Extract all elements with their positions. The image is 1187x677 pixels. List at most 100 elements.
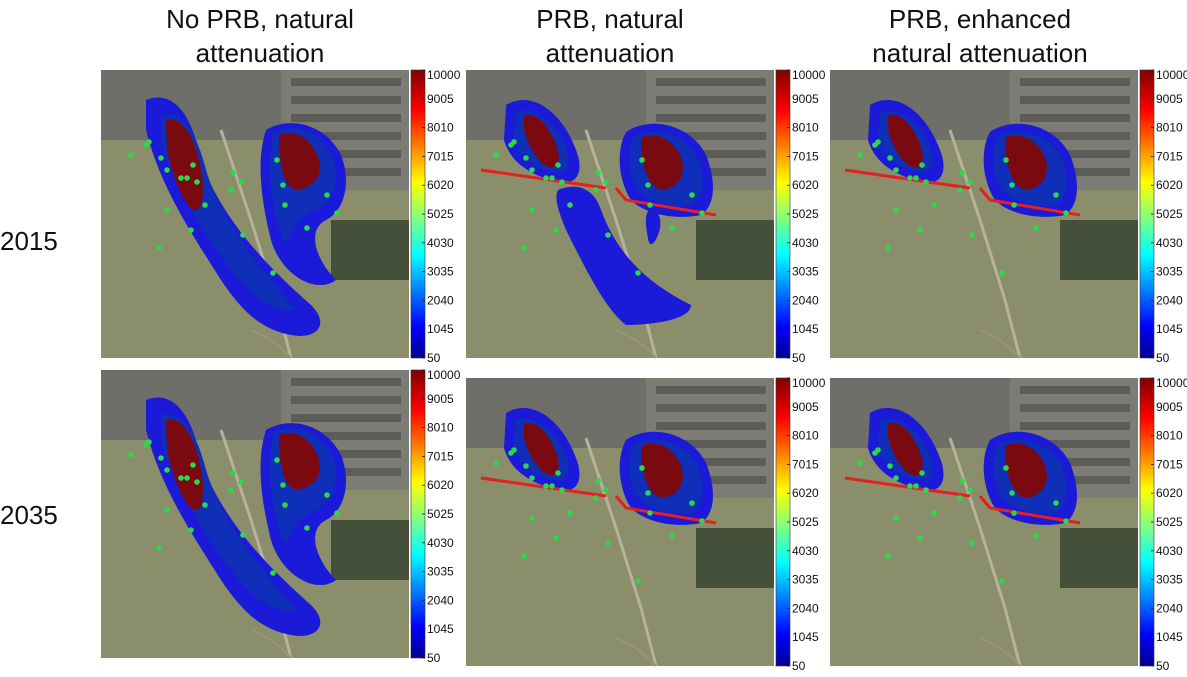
building-row (1020, 386, 1130, 394)
monitoring-well (645, 182, 651, 188)
east-plume-core (641, 135, 683, 190)
monitoring-well (158, 455, 164, 461)
monitoring-well (553, 535, 559, 541)
colorbar-tick-label: 5025 (1156, 515, 1183, 529)
monitoring-well (190, 162, 196, 168)
building-row (656, 132, 766, 140)
footpath-bend (615, 637, 657, 667)
colorbar-tick-label: 2040 (792, 601, 819, 615)
monitoring-well (543, 175, 549, 181)
monitoring-well (190, 462, 196, 468)
monitoring-well (184, 175, 190, 181)
monitoring-well (508, 142, 514, 148)
monitoring-well (304, 525, 310, 531)
building-row (291, 114, 401, 122)
monitoring-well (164, 507, 170, 513)
row-label-2015: 2015 (0, 226, 58, 256)
monitoring-well (957, 187, 963, 193)
monitoring-well (959, 170, 965, 176)
monitoring-well (158, 155, 164, 161)
map-panel: 10000 9005 8010 7015 6020 5025 4030 3035 2040 104… (830, 68, 1187, 365)
colorbar-tick-label: 8010 (1156, 429, 1183, 443)
monitoring-well (567, 510, 573, 516)
monitoring-well (1053, 192, 1059, 198)
monitoring-well (549, 175, 555, 181)
building-row (291, 168, 401, 176)
colorbar-tick-label: 50 (1156, 351, 1170, 365)
footpath-bend (979, 329, 1021, 359)
colorbar-tick-label: 3035 (1156, 265, 1183, 279)
monitoring-well (493, 460, 499, 466)
monitoring-well (699, 518, 705, 524)
colorbar-tick-label: 7015 (1156, 457, 1183, 471)
monitoring-well (1003, 157, 1009, 163)
monitoring-well (521, 553, 527, 559)
colorbar-tick-label: 7015 (427, 449, 454, 463)
monitoring-well (280, 182, 286, 188)
monitoring-well (885, 245, 891, 251)
building-row (656, 386, 766, 394)
monitoring-well (230, 170, 236, 176)
colorbar-tick-label: 6020 (427, 478, 454, 492)
building-row (1020, 404, 1130, 412)
monitoring-well (270, 270, 276, 276)
monitoring-well (635, 578, 641, 584)
row-label-2035: 2035 (0, 500, 58, 530)
building-row (656, 440, 766, 448)
colorbar-tick-label: 4030 (427, 236, 454, 250)
column-title-1: No PRB, natural attenuation (110, 2, 410, 70)
map-panel: 10000 9005 8010 7015 6020 5025 4030 3035 2040 104… (101, 68, 461, 365)
west-plume-core (888, 114, 923, 168)
monitoring-well (645, 490, 651, 496)
building-row (656, 150, 766, 158)
building-row (291, 468, 401, 476)
tree-patch (331, 220, 409, 280)
monitoring-well (493, 152, 499, 158)
monitoring-well (555, 162, 561, 168)
footpath (584, 437, 658, 667)
colorbar-tick-label: 2040 (427, 293, 454, 307)
monitoring-well (1009, 182, 1015, 188)
monitoring-well (923, 179, 929, 185)
monitoring-well (228, 187, 234, 193)
monitoring-well (188, 227, 194, 233)
monitoring-well (508, 450, 514, 456)
colorbar-tick-label: 8010 (1156, 121, 1183, 135)
monitoring-well (143, 442, 149, 448)
monitoring-well (1063, 518, 1069, 524)
building-row (291, 96, 401, 104)
monitoring-well (228, 487, 234, 493)
west-plume-core (888, 422, 923, 476)
map-panel: 10000 9005 8010 7015 6020 5025 4030 3035 2040 104… (830, 376, 1187, 673)
monitoring-well (559, 179, 565, 185)
monitoring-well (969, 540, 975, 546)
monitoring-well (555, 470, 561, 476)
monitoring-well (689, 500, 695, 506)
colorbar-tick-label: 5025 (1156, 207, 1183, 221)
west-plume-core (166, 119, 204, 210)
building-row (1020, 132, 1130, 140)
colorbar-tick-label: 1045 (1156, 322, 1183, 336)
colorbar-tick-label: 9005 (1156, 400, 1183, 414)
column-title-2: PRB, natural attenuation (460, 2, 760, 70)
monitoring-well (647, 510, 653, 516)
building-row (656, 114, 766, 122)
monitoring-well (917, 535, 923, 541)
monitoring-well (999, 270, 1005, 276)
building-row (656, 78, 766, 86)
colorbar-tick-label: 50 (792, 351, 806, 365)
east-plume-core (1005, 443, 1047, 498)
building-row (291, 432, 401, 440)
monitoring-well (334, 210, 340, 216)
footpath (948, 129, 1022, 359)
colorbar-tick-label: 9005 (427, 92, 454, 106)
east-plume-core (1005, 135, 1047, 190)
monitoring-well (1011, 510, 1017, 516)
tree-patch (696, 528, 774, 588)
colorbar-tick-label: 9005 (427, 392, 454, 406)
monitoring-well (857, 460, 863, 466)
monitoring-well (893, 207, 899, 213)
monitoring-well (1003, 465, 1009, 471)
building-row (291, 150, 401, 158)
tree-patch (1060, 528, 1138, 588)
